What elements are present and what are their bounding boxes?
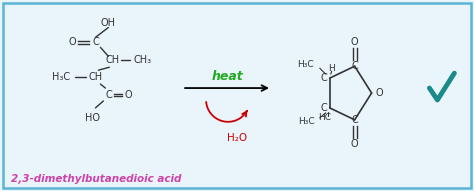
Text: H₃C: H₃C xyxy=(297,60,314,69)
Text: H: H xyxy=(328,64,335,73)
Text: H₃C: H₃C xyxy=(298,117,315,126)
Text: heat: heat xyxy=(211,70,243,83)
Text: C: C xyxy=(351,61,358,71)
Text: O: O xyxy=(375,88,383,98)
Text: H₂O: H₂O xyxy=(227,133,247,143)
FancyBboxPatch shape xyxy=(3,3,471,188)
Text: CH: CH xyxy=(105,55,119,65)
Text: HC: HC xyxy=(318,113,331,122)
Text: CH: CH xyxy=(88,72,102,82)
Text: OH: OH xyxy=(101,18,116,28)
Text: 2,3-dimethylbutanedioic acid: 2,3-dimethylbutanedioic acid xyxy=(11,174,181,184)
Text: C: C xyxy=(351,115,358,125)
Text: C: C xyxy=(92,37,99,47)
Text: O: O xyxy=(351,139,358,149)
Text: C: C xyxy=(105,90,112,100)
Text: HO: HO xyxy=(85,113,100,123)
Text: CH₃: CH₃ xyxy=(133,55,151,65)
Text: C: C xyxy=(321,103,328,113)
Text: O: O xyxy=(125,90,132,100)
Text: H₃C: H₃C xyxy=(53,72,71,82)
Text: O: O xyxy=(69,37,76,47)
Text: O: O xyxy=(351,37,358,47)
Text: C: C xyxy=(321,73,328,83)
